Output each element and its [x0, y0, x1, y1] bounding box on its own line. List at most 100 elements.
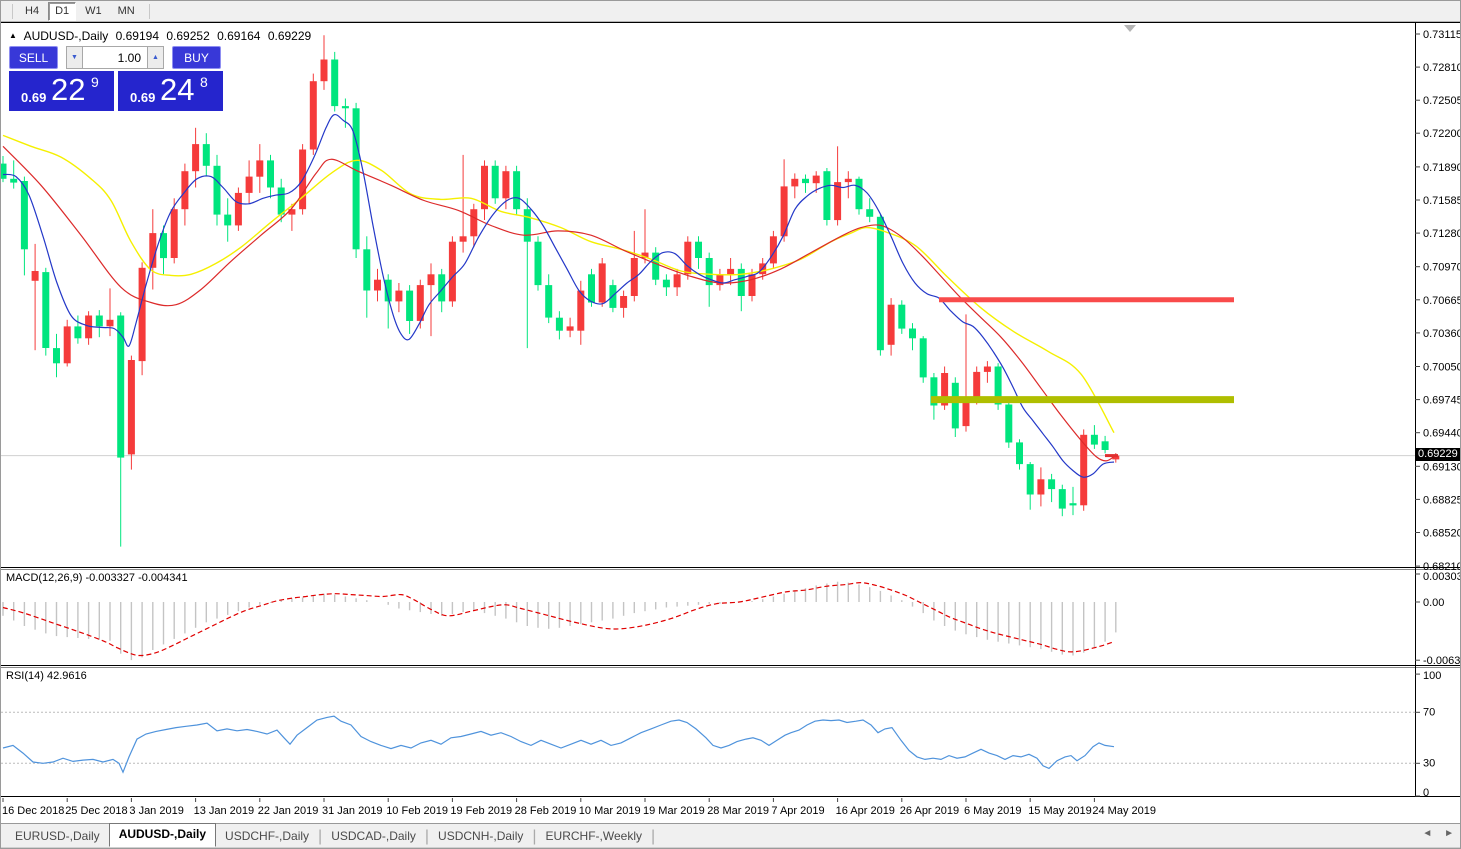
svg-text:0.69130: 0.69130	[1423, 461, 1461, 473]
svg-text:0.71890: 0.71890	[1423, 162, 1461, 174]
close-value: 0.69229	[267, 29, 312, 43]
sell-price-main: 22	[51, 72, 86, 107]
svg-text:19 Mar 2019: 19 Mar 2019	[643, 805, 705, 817]
svg-text:70: 70	[1423, 706, 1435, 718]
chart-frame	[1, 22, 1460, 822]
svg-text:10 Mar 2019: 10 Mar 2019	[579, 805, 641, 817]
svg-text:0.72810: 0.72810	[1423, 62, 1461, 74]
svg-text:22 Jan 2019: 22 Jan 2019	[258, 805, 319, 817]
svg-text:0.003035: 0.003035	[1423, 571, 1461, 583]
sell-price-box[interactable]: 0.69 22 9	[9, 71, 114, 111]
svg-text:0.71280: 0.71280	[1423, 228, 1461, 240]
macd-signal-line	[2, 581, 1115, 657]
open-value: 0.69194	[115, 29, 160, 43]
macd-histogram	[2, 581, 1117, 661]
ma-slow-line	[2, 134, 1115, 434]
buy-price-box[interactable]: 0.69 24 8	[118, 71, 223, 111]
chart-series	[1, 35, 1415, 774]
svg-text:16 Apr 2019: 16 Apr 2019	[836, 805, 895, 817]
svg-text:100: 100	[1423, 670, 1441, 682]
symbol-period-label: AUDUSD-,Daily	[23, 29, 109, 43]
rsi-indicator-label: RSI(14) 42.9616	[6, 670, 87, 682]
tab-audusd-daily[interactable]: AUDUSD-,Daily	[108, 823, 217, 847]
tab-eurchf-weekly[interactable]: EURCHF-,Weekly	[545, 829, 642, 843]
current-price-label: 0.69229	[1415, 448, 1460, 461]
svg-text:19 Feb 2019: 19 Feb 2019	[450, 805, 512, 817]
tab-eurusd-daily[interactable]: EURUSD-,Daily	[15, 829, 100, 843]
chart-title-ohlc: ▲ AUDUSD-,Daily 0.69194 0.69252 0.69164 …	[9, 29, 315, 43]
buy-price-pip: 8	[200, 74, 208, 90]
ma-mid-line	[2, 145, 1115, 462]
one-click-trading-panel: SELL ▼ ▲ BUY 0.69 22 9 0.69 24 8	[9, 46, 223, 111]
chart-shift-marker-icon[interactable]	[1124, 25, 1136, 32]
timeframe-d1-button[interactable]: D1	[48, 1, 77, 21]
timeframe-toolbar: H4 D1 W1 MN	[1, 1, 1460, 22]
svg-text:6 May 2019: 6 May 2019	[964, 805, 1021, 817]
tab-usdcnh-daily[interactable]: USDCNH-,Daily	[438, 829, 524, 843]
toolbar-divider	[148, 3, 150, 19]
svg-text:30: 30	[1423, 757, 1435, 769]
svg-text:16 Dec 2018: 16 Dec 2018	[2, 805, 64, 817]
svg-text:0.72200: 0.72200	[1423, 128, 1461, 140]
chart-plot-area[interactable]: 0.73115 0.72810 0.72505 0.72200 0.71890 0.715…	[1, 1, 1461, 829]
buy-price-main: 24	[160, 72, 195, 107]
symbol-tab-bar: EURUSD-,Daily AUDUSD-,Daily USDCHF-,Dail…	[1, 823, 1460, 847]
sell-price-pip: 9	[91, 74, 99, 90]
toolbar-divider	[12, 3, 13, 19]
svg-text:7 Apr 2019: 7 Apr 2019	[771, 805, 824, 817]
svg-text:0.69440: 0.69440	[1423, 428, 1461, 440]
chart-objects[interactable]	[931, 25, 1234, 458]
svg-text:0.00: 0.00	[1423, 597, 1444, 609]
svg-text:0.72505: 0.72505	[1423, 95, 1461, 107]
volume-increase-button[interactable]: ▲	[147, 46, 164, 69]
tab-usdcad-daily[interactable]: USDCAD-,Daily	[331, 829, 416, 843]
svg-text:0.68825: 0.68825	[1423, 494, 1461, 506]
svg-text:28 Feb 2019: 28 Feb 2019	[515, 805, 577, 817]
svg-text:0.70360: 0.70360	[1423, 328, 1461, 340]
svg-text:13 Jan 2019: 13 Jan 2019	[194, 805, 255, 817]
svg-text:0.68210: 0.68210	[1423, 561, 1461, 573]
svg-text:0.70050: 0.70050	[1423, 362, 1461, 374]
svg-text:0.71585: 0.71585	[1423, 195, 1461, 207]
macd-indicator-label: MACD(12,26,9) -0.003327 -0.004341	[6, 572, 188, 584]
last-price-marker	[1105, 454, 1118, 458]
tab-usdchf-daily[interactable]: USDCHF-,Daily	[225, 829, 310, 843]
high-value: 0.69252	[166, 29, 210, 43]
volume-input[interactable]	[83, 46, 147, 69]
tab-divider: |	[318, 828, 323, 845]
svg-text:31 Jan 2019: 31 Jan 2019	[322, 805, 383, 817]
svg-text:26 Apr 2019: 26 Apr 2019	[900, 805, 959, 817]
svg-text:0.73115: 0.73115	[1423, 29, 1461, 41]
svg-text:0.68520: 0.68520	[1423, 528, 1461, 540]
svg-text:28 Mar 2019: 28 Mar 2019	[707, 805, 769, 817]
ma-fast-line	[2, 113, 1115, 478]
volume-decrease-button[interactable]: ▼	[66, 46, 83, 69]
window-bottom-edge	[1, 847, 1460, 848]
svg-text:3 Jan 2019: 3 Jan 2019	[129, 805, 183, 817]
tab-divider: |	[532, 828, 537, 845]
svg-text:25 Dec 2018: 25 Dec 2018	[65, 805, 127, 817]
sell-price-prefix: 0.69	[21, 90, 47, 105]
timeframe-mn-button[interactable]: MN	[117, 4, 135, 17]
sell-button[interactable]: SELL	[9, 46, 58, 69]
svg-text:0: 0	[1423, 787, 1429, 799]
svg-text:10 Feb 2019: 10 Feb 2019	[386, 805, 448, 817]
svg-text:15 May 2019: 15 May 2019	[1028, 805, 1092, 817]
buy-price-prefix: 0.69	[130, 90, 156, 105]
chart-axes: 0.73115 0.72810 0.72505 0.72200 0.71890 0.715…	[2, 29, 1461, 817]
timeframe-w1-button[interactable]: W1	[85, 4, 102, 17]
svg-text:0.70970: 0.70970	[1423, 262, 1461, 274]
svg-text:24 May 2019: 24 May 2019	[1092, 805, 1156, 817]
low-value: 0.69164	[217, 29, 261, 43]
tab-divider: |	[424, 828, 430, 845]
tab-divider: |	[651, 828, 656, 845]
collapse-triangle-icon[interactable]: ▲	[9, 31, 17, 40]
tab-scroll-left-icon[interactable]: ◄	[1422, 828, 1433, 839]
tab-scroll-right-icon[interactable]: ►	[1444, 828, 1454, 839]
buy-button[interactable]: BUY	[172, 46, 221, 69]
candlestick-series	[1, 35, 1120, 547]
svg-text:0.69745: 0.69745	[1423, 395, 1461, 407]
timeframe-h4-button[interactable]: H4	[25, 4, 40, 17]
rsi-line	[2, 715, 1115, 774]
